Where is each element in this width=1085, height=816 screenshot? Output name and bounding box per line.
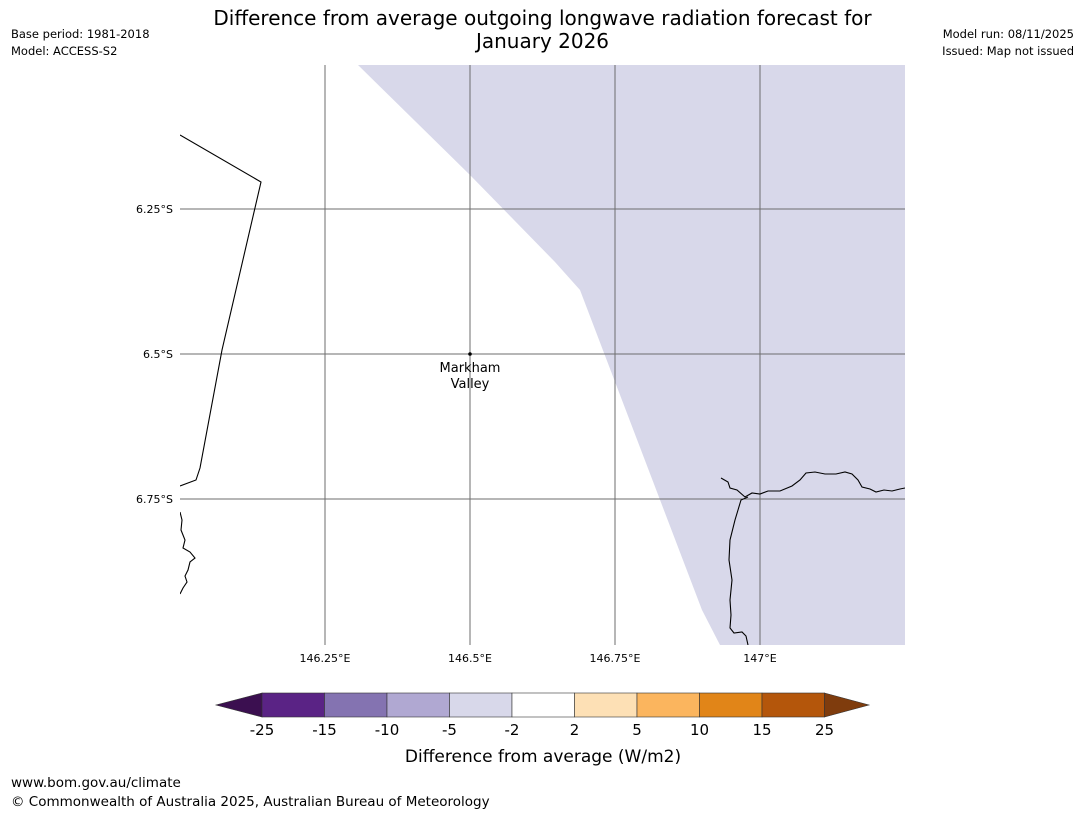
colorbar-segment	[386, 692, 450, 718]
latitude-labels: 6.25°S 6.5°S 6.75°S	[136, 203, 173, 506]
colorbar-tick: 10	[690, 721, 709, 739]
river-line	[728, 496, 749, 645]
colorbar-tick: 5	[632, 721, 642, 739]
lon-label: 146.25°E	[300, 652, 351, 665]
base-period-text: Base period: 1981-2018	[11, 27, 150, 41]
colorbar-low-extension	[214, 692, 263, 718]
lat-label: 6.5°S	[143, 348, 173, 361]
footer: www.bom.gov.au/climate © Commonwealth of…	[11, 774, 490, 812]
lat-label: 6.75°S	[136, 493, 173, 506]
coastline-east	[720, 471, 905, 498]
colorbar-segment	[324, 692, 388, 718]
lat-label: 6.25°S	[136, 203, 173, 216]
colorbar-tick: 15	[752, 721, 771, 739]
colorbar-segment	[574, 692, 638, 718]
colorbar-segment	[449, 692, 513, 718]
colorbar-tick: -25	[250, 721, 275, 739]
map-title: Difference from average outgoing longwav…	[180, 7, 905, 53]
place-label-line-1: Markham	[440, 361, 501, 376]
colorbar: -25 -15 -10 -5 -2 2 5 10 15 25 Differenc…	[214, 692, 871, 767]
lon-label: 147°E	[743, 652, 776, 665]
boundary-lines	[180, 134, 905, 645]
shaded-anomaly-region	[358, 65, 905, 645]
colorbar-ticks: -25 -15 -10 -5 -2 2 5 10 15 25	[250, 721, 834, 739]
colorbar-segment	[511, 692, 575, 718]
colorbar-label: Difference from average (W/m2)	[405, 747, 681, 767]
model-text: Model: ACCESS-S2	[11, 44, 118, 58]
model-run-text: Model run: 08/11/2025	[942, 27, 1074, 41]
colorbar-tick: -2	[505, 721, 520, 739]
colorbar-tick: 25	[815, 721, 834, 739]
place-marker	[468, 352, 472, 356]
colorbar-segment	[699, 692, 763, 718]
colorbar-segment	[761, 692, 825, 718]
map-panel: Markham Valley	[180, 65, 905, 645]
lon-label: 146.75°E	[590, 652, 641, 665]
colorbar-tick: -15	[312, 721, 337, 739]
footer-copyright: © Commonwealth of Australia 2025, Austra…	[11, 794, 490, 810]
colorbar-segment	[261, 692, 325, 718]
title-line-1: Difference from average outgoing longwav…	[213, 6, 872, 30]
place-label-line-2: Valley	[451, 377, 490, 392]
footer-url: www.bom.gov.au/climate	[11, 775, 181, 791]
metadata-right: Model run: 08/11/2025 Issued: Map not is…	[942, 26, 1074, 60]
colorbar-high-extension	[824, 692, 871, 718]
colorbar-tick: -5	[442, 721, 457, 739]
coastline-west	[180, 511, 196, 595]
colorbar-tick: 2	[570, 721, 580, 739]
lon-label: 146.5°E	[448, 652, 492, 665]
issued-text: Issued: Map not issued	[942, 44, 1074, 58]
colorbar-tick: -10	[375, 721, 400, 739]
title-line-2: January 2026	[475, 29, 610, 53]
colorbar-segment	[636, 692, 700, 718]
longitude-labels: 146.25°E 146.5°E 146.75°E 147°E	[300, 652, 777, 665]
province-border	[180, 134, 262, 487]
metadata-left: Base period: 1981-2018 Model: ACCESS-S2	[11, 26, 150, 60]
place-markham-valley: Markham Valley	[440, 352, 501, 392]
